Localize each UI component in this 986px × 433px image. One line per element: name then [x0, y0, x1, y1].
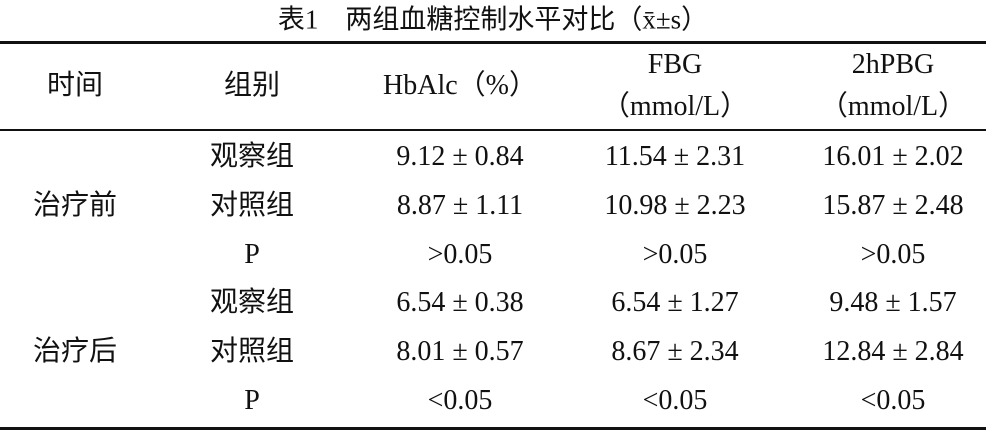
header-cell: HbAlc（%）	[383, 70, 537, 101]
group-cell: 对照组	[209, 336, 295, 368]
value-cell: 15.87 ± 2.48	[822, 189, 964, 221]
value-cell: 9.48 ± 1.57	[829, 287, 957, 319]
bottom-rule	[0, 427, 986, 430]
value-cell: >0.05	[642, 238, 708, 270]
group-cell: 对照组	[209, 189, 295, 221]
value-cell: 6.54 ± 0.38	[396, 287, 524, 319]
value-cell: 6.54 ± 1.27	[611, 287, 739, 319]
group-cell: 观察组	[209, 287, 295, 319]
header-cell: 时间	[46, 70, 104, 101]
value-cell: 8.67 ± 2.34	[611, 336, 739, 368]
time-cell: 治疗前	[32, 189, 118, 221]
group-cell: 观察组	[209, 141, 295, 172]
time-cell: 治疗后	[32, 336, 118, 368]
value-cell: <0.05	[427, 385, 493, 416]
group-cell: P	[244, 238, 260, 270]
value-cell: 16.01 ± 2.02	[822, 141, 964, 172]
value-cell: 9.12 ± 0.84	[396, 141, 524, 172]
value-cell: 10.98 ± 2.23	[604, 189, 746, 221]
value-cell: >0.05	[427, 238, 493, 270]
header-rule	[0, 129, 986, 131]
header-cell: 组别	[223, 70, 281, 101]
header-cell: FBG	[647, 49, 703, 80]
table-title: 表1 两组血糖控制水平对比（x̄±s）	[277, 4, 709, 35]
header-cell: 2hPBG	[851, 49, 935, 80]
top-rule	[0, 41, 986, 44]
value-cell: 11.54 ± 2.31	[604, 141, 746, 172]
value-cell: 8.87 ± 1.11	[396, 189, 524, 221]
value-cell: <0.05	[860, 385, 926, 416]
group-cell: P	[244, 385, 260, 416]
value-cell: 12.84 ± 2.84	[822, 336, 964, 368]
header-cell: （mmol/L）	[601, 91, 749, 122]
value-cell: >0.05	[860, 238, 926, 270]
value-cell: <0.05	[642, 385, 708, 416]
value-cell: 8.01 ± 0.57	[396, 336, 524, 368]
header-cell: （mmol/L）	[819, 91, 967, 122]
